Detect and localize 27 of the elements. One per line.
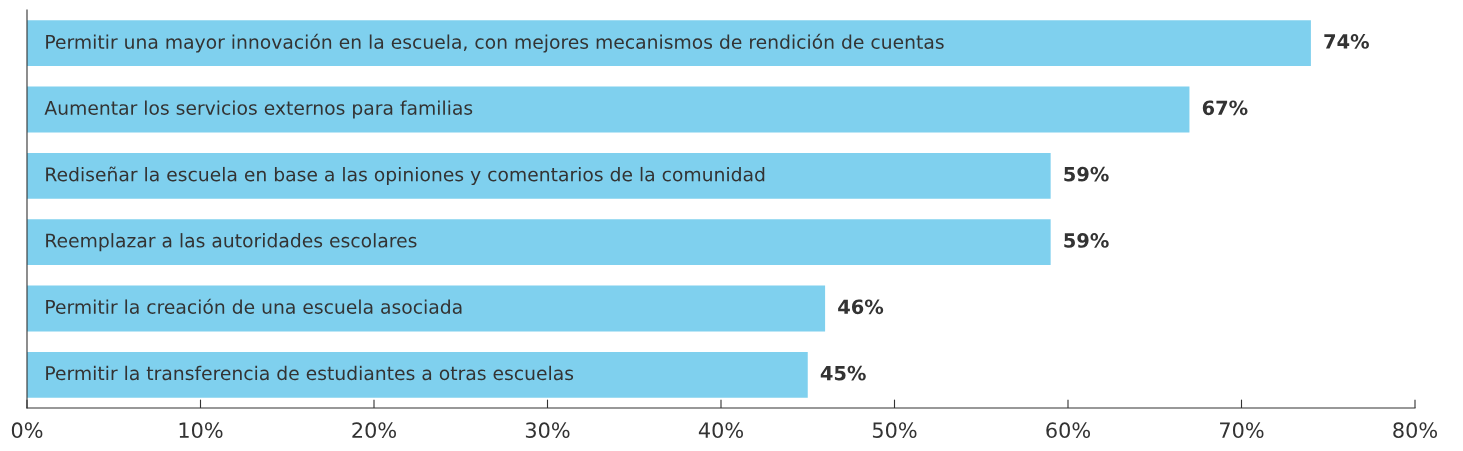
x-tick-label: 20% (352, 422, 396, 439)
x-tick-label: 30% (525, 422, 570, 439)
bar (27, 351, 808, 398)
x-tick-label: 40% (698, 422, 743, 439)
y-tick-label: Rediseñar la escuela en base a las opiniones y comentarios de la comunidad (46, 166, 765, 186)
data-label: 67% (1202, 100, 1248, 116)
y-tick-label: Reemplazar a las autoridades escolares (46, 233, 417, 252)
bar (27, 219, 1051, 266)
x-tick-label: 60% (1046, 422, 1090, 439)
data-label: 59% (1064, 233, 1109, 248)
data-label: 45% (820, 365, 866, 381)
x-tick-label: 0% (11, 422, 43, 439)
bar (27, 152, 1051, 199)
data-label: 46% (838, 299, 884, 315)
y-tick-label: Permitir la creación de una escuela asociada (46, 298, 462, 314)
bar (27, 86, 1190, 133)
x-tick-label: 80% (1393, 422, 1437, 439)
y-tick-label: Permitir la transferencia de estudiantes a otras escuelas (46, 365, 574, 381)
data-label: 59% (1064, 166, 1109, 182)
bar (27, 285, 826, 332)
x-tick-label: 70% (1220, 422, 1264, 439)
x-tick-label: 10% (179, 422, 223, 439)
y-tick-label: Aumentar los servicios externos para familias (44, 100, 473, 119)
data-label: 74% (1324, 34, 1369, 49)
x-tick-label: 50% (872, 422, 917, 439)
y-tick-label: Permitir una mayor innovación en la escuela, con mejores mecanismos de rendición de cuentas (46, 33, 944, 53)
bar (27, 20, 1311, 67)
